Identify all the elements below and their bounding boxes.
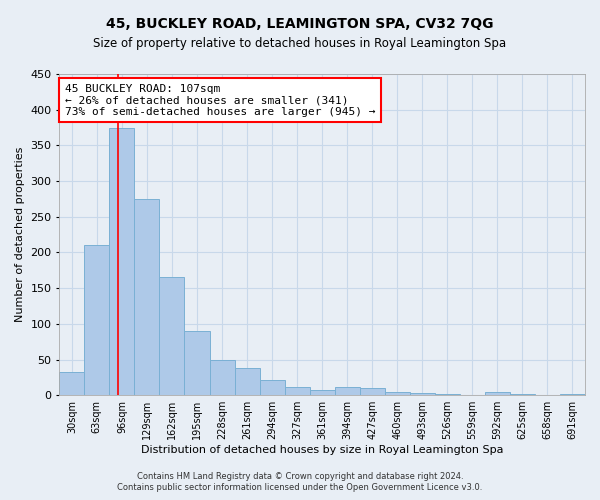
Bar (435, 394, 460, 395)
Bar (284, 388, 310, 395)
Bar (485, 392, 510, 395)
Text: 45 BUCKLEY ROAD: 107sqm
← 26% of detached houses are smaller (341)
73% of semi-d: 45 BUCKLEY ROAD: 107sqm ← 26% of detache… (65, 84, 375, 117)
Bar (59, 372, 85, 395)
Bar (560, 394, 585, 395)
Bar (410, 393, 435, 395)
Bar (184, 331, 209, 395)
Bar (510, 394, 535, 395)
Bar (109, 128, 134, 395)
Bar (310, 390, 335, 395)
Bar (385, 392, 410, 395)
Text: Contains public sector information licensed under the Open Government Licence v3: Contains public sector information licen… (118, 483, 482, 492)
X-axis label: Distribution of detached houses by size in Royal Leamington Spa: Distribution of detached houses by size … (141, 445, 503, 455)
Bar (260, 380, 284, 395)
Text: 45, BUCKLEY ROAD, LEAMINGTON SPA, CV32 7QG: 45, BUCKLEY ROAD, LEAMINGTON SPA, CV32 7… (106, 18, 494, 32)
Bar (160, 278, 184, 395)
Bar (335, 388, 360, 395)
Bar (209, 360, 235, 395)
Y-axis label: Number of detached properties: Number of detached properties (15, 147, 25, 322)
Bar (235, 368, 260, 395)
Bar (360, 388, 385, 395)
Text: Size of property relative to detached houses in Royal Leamington Spa: Size of property relative to detached ho… (94, 38, 506, 51)
Bar (134, 199, 160, 395)
Bar (85, 246, 109, 395)
Text: Contains HM Land Registry data © Crown copyright and database right 2024.: Contains HM Land Registry data © Crown c… (137, 472, 463, 481)
